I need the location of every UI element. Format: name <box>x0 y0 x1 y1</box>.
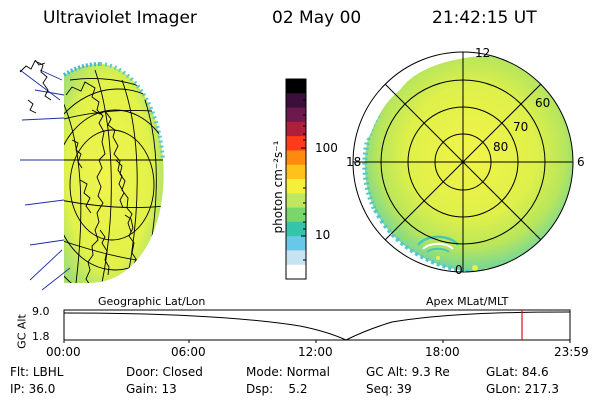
timeline-xtick-1800: 18:00 <box>425 345 460 359</box>
colorbar-swatch <box>286 193 306 209</box>
colorbar-swatch <box>286 121 306 137</box>
orbit-altitude-plot <box>63 309 571 343</box>
status-dsp: Dsp: 5.2 <box>246 382 308 396</box>
polar-emission <box>364 54 573 272</box>
colorbar-swatch <box>286 136 306 152</box>
status-seq: Seq: 39 <box>366 382 412 396</box>
status-mode: Mode: Normal <box>246 365 330 379</box>
mlt-label-0: 0 <box>455 263 463 277</box>
status-door: Door: Closed <box>126 365 203 379</box>
arc-artifact <box>416 235 460 253</box>
mlt-label-18: 18 <box>346 155 362 169</box>
status-gain: Gain: 13 <box>126 382 177 396</box>
colorbar-tick-10: 10 <box>315 228 331 242</box>
timeline-xtick-1200: 12:00 <box>298 345 333 359</box>
date-label: 02 May 00 <box>272 8 362 28</box>
left-panel-caption: Geographic Lat/Lon <box>98 295 206 308</box>
timeline-xtick-0600: 06:00 <box>171 345 206 359</box>
colorbar <box>286 79 306 280</box>
status-ip: IP: 36.0 <box>10 382 56 396</box>
colorbar-swatch <box>286 221 306 237</box>
mlat-label-60: 60 <box>535 96 551 110</box>
globe-emission <box>64 64 164 283</box>
colorbar-swatch <box>286 150 306 166</box>
colorbar-swatch <box>286 164 306 180</box>
altitude-curve <box>63 311 571 341</box>
colorbar-swatch <box>286 250 306 266</box>
status-gc-alt: GC Alt: 9.3 Re <box>366 365 450 379</box>
colorbar-frame <box>285 78 307 280</box>
right-panel-caption: Apex MLat/MLT <box>426 295 509 308</box>
polar-plot <box>352 51 574 273</box>
colorbar-unit-label: photon cm⁻²s⁻¹ <box>271 140 285 234</box>
offlimb-coastline <box>19 59 52 114</box>
mlat-label-70: 70 <box>513 120 529 134</box>
timeline-xtick-0000: 00:00 <box>46 345 81 359</box>
mlt-label-12: 12 <box>475 46 491 60</box>
timeline-ytick-1_8: 1.8 <box>32 330 50 343</box>
colorbar-swatch <box>286 93 306 109</box>
colorbar-tick-100: 100 <box>315 141 338 155</box>
colorbar-swatch <box>286 264 306 280</box>
instrument-title: Ultraviolet Imager <box>43 8 197 28</box>
status-flt: Flt: LBHL <box>10 365 64 379</box>
colorbar-swatch <box>286 179 306 194</box>
polar-grid <box>352 51 574 273</box>
mlt-label-6: 6 <box>577 155 585 169</box>
timeline-ytick-9: 9.0 <box>32 305 50 318</box>
colorbar-swatch <box>286 236 306 252</box>
status-glon: GLon: 217.3 <box>486 382 559 396</box>
colorbar-swatch <box>286 107 306 123</box>
colorbar-swatch <box>286 207 306 223</box>
offlimb-grid <box>19 69 71 291</box>
time-label: 21:42:15 UT <box>432 8 537 28</box>
timeline-xtick-2359: 23:59 <box>554 345 589 359</box>
status-glat: GLat: 84.6 <box>486 365 549 379</box>
geographic-globe <box>19 59 165 291</box>
colorbar-swatch <box>286 79 306 94</box>
mlat-label-80: 80 <box>493 140 509 154</box>
timeline-ylabel: GC Alt <box>15 314 29 349</box>
